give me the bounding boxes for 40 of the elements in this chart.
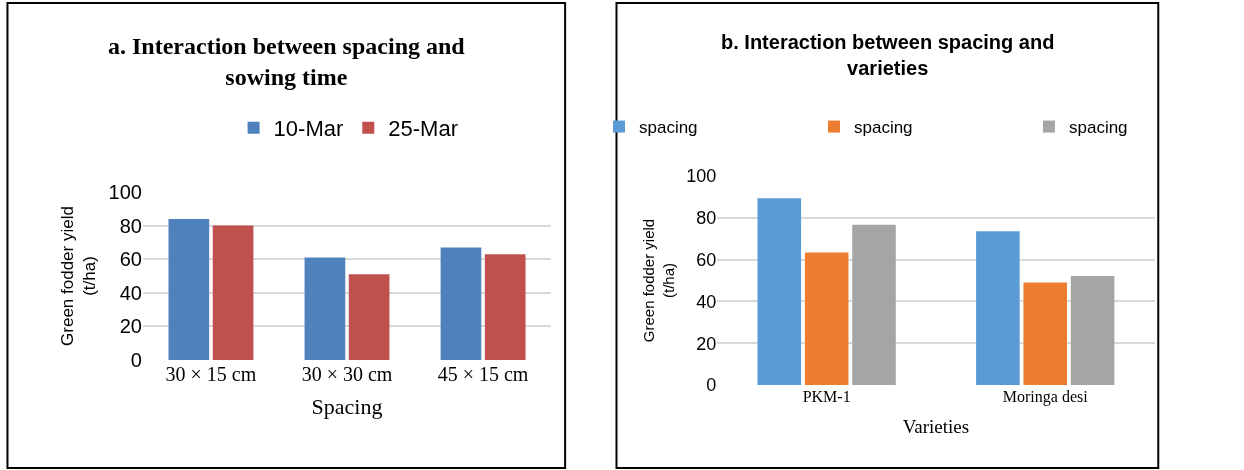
legend-label: 25-Mar — [388, 116, 458, 142]
legend-label: 10-Mar — [273, 116, 344, 142]
x-axis-title: Spacing — [311, 393, 383, 419]
bar — [976, 231, 1020, 385]
legend-label: spacing — [1068, 118, 1128, 138]
x-tick-label: PKM-1 — [802, 388, 851, 405]
y-tick-label: 20 — [696, 333, 717, 354]
bar — [440, 247, 482, 360]
legend-label: spacing — [638, 118, 698, 138]
y-tick-label: 60 — [696, 249, 717, 270]
y-axis-title: Green fodder yield (t/ha) — [640, 218, 677, 343]
bar — [1070, 276, 1115, 385]
bar — [757, 198, 802, 385]
bar — [484, 254, 526, 360]
bar — [168, 218, 210, 360]
bar — [852, 224, 896, 385]
y-tick-label: 100 — [108, 181, 142, 203]
y-tick-label: 0 — [706, 375, 717, 396]
y-tick-label: 0 — [130, 349, 142, 371]
chart-title: b. Interaction between spacing and varieties — [721, 31, 1055, 79]
y-tick-label: 40 — [119, 281, 142, 304]
x-axis-title: Varieties — [902, 415, 970, 437]
bar — [1023, 282, 1068, 385]
y-tick-label: 60 — [119, 248, 142, 271]
chart-title: a. Interaction between spacing and sowing time — [108, 33, 466, 91]
y-tick-label: 80 — [696, 208, 717, 229]
x-tick-label: 30 × 30 cm — [301, 363, 393, 385]
y-axis-title: Green fodder yield (t/ha) — [57, 206, 100, 346]
x-tick-label: Moringa desi — [1002, 388, 1089, 406]
x-tick-label: 30 × 15 cm — [165, 363, 257, 385]
y-tick-label: 40 — [696, 291, 717, 312]
bar — [348, 274, 390, 360]
legend-label: spacing — [853, 118, 913, 138]
bar — [804, 252, 849, 385]
y-tick-label: 80 — [119, 214, 142, 237]
y-tick-label: 100 — [686, 166, 717, 187]
x-tick-label: 45 × 15 cm — [437, 363, 529, 385]
y-tick-label: 20 — [119, 315, 142, 338]
bar — [304, 257, 346, 360]
bar — [212, 225, 254, 360]
